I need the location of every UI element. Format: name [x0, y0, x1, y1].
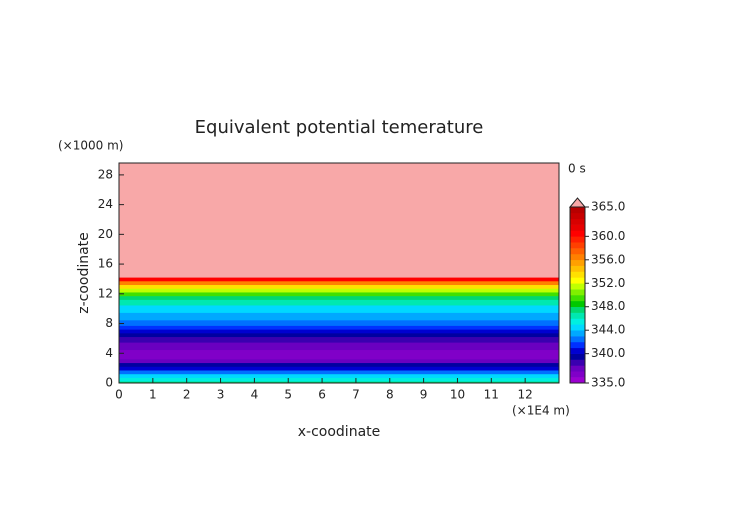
contour-band — [119, 329, 559, 334]
colorbar-box — [570, 371, 585, 378]
contour-band — [119, 291, 559, 297]
contour-band — [119, 377, 559, 382]
colorbar-box — [570, 377, 585, 384]
colorbar-over — [568, 197, 587, 208]
colorbar-box — [570, 230, 585, 237]
x-tick-label: 2 — [183, 388, 191, 402]
contour-band — [119, 304, 559, 313]
x-tick-label: 1 — [149, 388, 157, 402]
y-tick-label: 4 — [105, 346, 113, 360]
colorbar-box — [570, 271, 585, 278]
contour-band — [119, 163, 559, 218]
x-tick-label: 4 — [251, 388, 259, 402]
contour-band — [119, 349, 559, 356]
contour-band — [119, 366, 559, 371]
x-axis-label: x-coodinate — [298, 424, 381, 440]
colorbar-box — [570, 312, 585, 319]
y-tick-label: 12 — [98, 286, 113, 300]
colorbar-tick-label: 340.0 — [591, 346, 625, 360]
contour-band — [119, 355, 559, 360]
y-tick-label: 8 — [105, 316, 113, 330]
contour-band — [119, 284, 559, 289]
colorbar-box — [570, 236, 585, 243]
contour-band — [119, 342, 559, 351]
contour-band — [119, 358, 559, 364]
colorbar-box — [570, 353, 585, 360]
colorbar-box — [570, 365, 585, 372]
chart-title: Equivalent potential temerature — [195, 117, 484, 138]
colorbar-box — [570, 265, 585, 272]
colorbar-tick-label: 356.0 — [591, 252, 625, 266]
contour-band — [119, 295, 559, 300]
x-tick-label: 8 — [386, 388, 394, 402]
x-unit: (×1E4 m) — [512, 404, 570, 418]
colorbar-box — [570, 218, 585, 225]
contour-band — [119, 273, 559, 278]
colorbar-box — [570, 283, 585, 290]
x-tick-label: 3 — [217, 388, 225, 402]
colorbar-box — [570, 253, 585, 261]
colorbar-box — [570, 336, 585, 343]
colorbar-box — [570, 318, 585, 325]
plot-frame — [118, 162, 560, 384]
x-tick-label: 12 — [518, 388, 533, 402]
contour-band — [119, 325, 559, 330]
colorbar-tick-label: 352.0 — [591, 276, 625, 290]
colorbar-tick-label: 365.0 — [591, 200, 625, 214]
x-tick-label: 5 — [284, 388, 292, 402]
y-tick-label: 28 — [98, 167, 113, 181]
contour-band — [119, 217, 559, 274]
colorbar-box — [570, 289, 585, 296]
colorbar-box — [570, 207, 585, 214]
contour-band — [119, 319, 559, 326]
y-unit: (×1000 m) — [58, 139, 123, 153]
colorbar-tick-label: 348.0 — [591, 299, 625, 313]
contour-band — [119, 369, 559, 375]
contour-band — [119, 280, 559, 286]
colorbar-box — [570, 259, 585, 266]
contour-band — [119, 312, 559, 321]
colorbar-box — [570, 324, 585, 331]
y-tick-label: 24 — [98, 197, 113, 211]
colorbar-box — [570, 212, 585, 220]
colorbar-box — [570, 347, 585, 354]
colorbar-box — [570, 277, 585, 284]
y-tick-label: 20 — [98, 227, 113, 241]
colorbar-tick-label: 344.0 — [591, 323, 625, 337]
colorbar-tick-label: 335.0 — [591, 376, 625, 390]
x-tick-label: 9 — [420, 388, 428, 402]
colorbar-tick-label: 360.0 — [591, 229, 625, 243]
contour-band — [119, 362, 559, 367]
colorbar-box — [570, 341, 585, 349]
colorbar-box — [570, 359, 585, 366]
y-axis-label: z-coodinate — [76, 232, 92, 314]
contour-band — [119, 288, 559, 293]
contour-band — [119, 373, 559, 378]
colorbar-box — [570, 300, 585, 308]
contour-band — [119, 381, 559, 384]
contour-band — [119, 277, 559, 282]
y-tick-label: 16 — [98, 257, 113, 271]
colorbar-box — [570, 248, 585, 255]
time-label: 0 s — [568, 162, 586, 176]
y-tick-label: 0 — [105, 376, 113, 390]
x-tick-label: 10 — [450, 388, 465, 402]
x-tick-label: 6 — [318, 388, 326, 402]
colorbar-box — [570, 295, 585, 302]
contour-band — [119, 336, 559, 343]
colorbar-box — [570, 224, 585, 231]
colorbar-box — [570, 306, 585, 313]
x-tick-label: 7 — [352, 388, 360, 402]
contour-band — [119, 332, 559, 338]
x-tick-label: 11 — [484, 388, 499, 402]
colorbar-box — [570, 242, 585, 249]
contour-band — [119, 299, 559, 306]
colorbar-frame — [569, 206, 586, 384]
x-tick-label: 0 — [115, 388, 123, 402]
colorbar-box — [570, 330, 585, 337]
